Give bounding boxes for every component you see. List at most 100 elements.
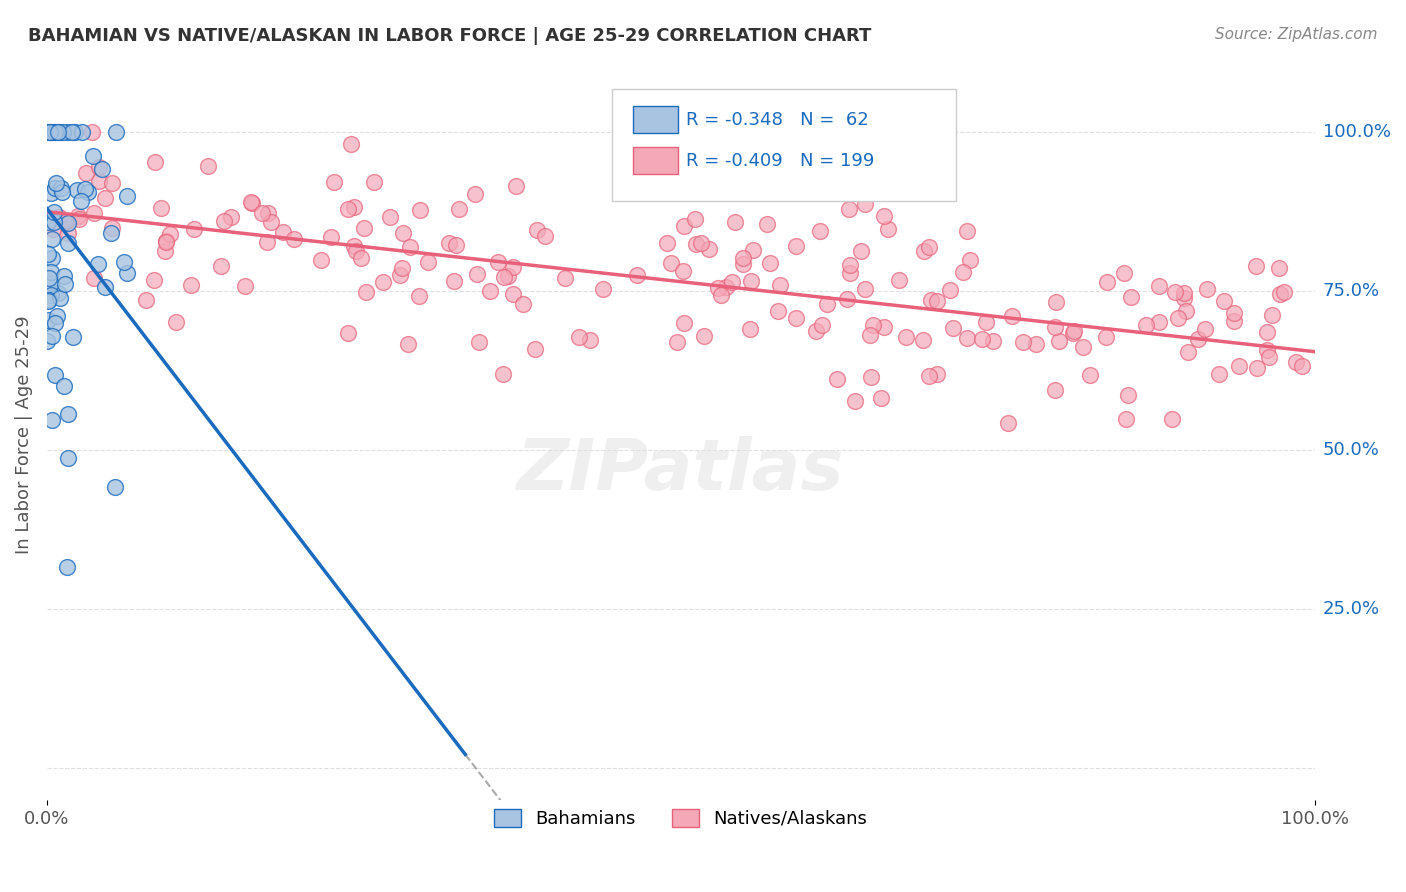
Point [380, 211, 402, 225]
Point [449, 202, 471, 216]
Point [911, 333, 934, 347]
Point [592, 282, 614, 296]
Point [912, 244, 935, 259]
Point [1212, 294, 1234, 309]
Point [83, 205, 105, 219]
Point [391, 261, 413, 276]
Point [918, 239, 941, 253]
Point [46, 125, 69, 139]
Point [197, 159, 219, 173]
Point [344, 244, 367, 259]
Point [112, 255, 135, 269]
Point [685, 237, 707, 252]
Point [952, 265, 974, 279]
Point [1043, 384, 1066, 398]
Point [41, 288, 63, 302]
Point [104, 125, 127, 139]
Point [887, 273, 910, 287]
Point [159, 227, 181, 242]
Point [804, 324, 827, 338]
Point [60, 125, 83, 139]
Point [733, 252, 755, 266]
Point [1164, 285, 1187, 300]
Point [972, 332, 994, 346]
Text: 50.0%: 50.0% [1323, 442, 1379, 459]
Text: 100.0%: 100.0% [1323, 123, 1391, 141]
Point [1062, 326, 1084, 340]
Point [155, 235, 177, 249]
Point [1121, 290, 1143, 304]
Point [256, 235, 278, 250]
Point [707, 281, 730, 295]
Point [82, 125, 104, 139]
Point [844, 393, 866, 408]
Point [769, 278, 792, 293]
Point [714, 279, 737, 293]
Point [389, 268, 412, 282]
Point [1115, 412, 1137, 426]
Point [371, 276, 394, 290]
Point [697, 242, 720, 256]
Text: ZIPatlas: ZIPatlas [517, 436, 845, 506]
Point [363, 175, 385, 189]
Point [87, 174, 110, 188]
Point [180, 278, 202, 293]
Text: BAHAMIAN VS NATIVE/ALASKAN IN LABOR FORCE | AGE 25-29 CORRELATION CHART: BAHAMIAN VS NATIVE/ALASKAN IN LABOR FORC… [28, 27, 872, 45]
Point [408, 289, 430, 303]
Text: R = -0.348   N =  62: R = -0.348 N = 62 [686, 111, 869, 128]
Point [66, 209, 89, 223]
Point [76, 185, 98, 199]
Point [731, 257, 754, 271]
Point [1071, 340, 1094, 354]
Point [56, 451, 79, 466]
Point [1047, 334, 1070, 348]
Point [724, 215, 747, 229]
Point [44, 316, 66, 330]
Point [343, 239, 366, 253]
Point [1222, 306, 1244, 320]
Point [150, 201, 173, 215]
Point [48, 210, 70, 224]
Point [49, 181, 72, 195]
Point [55, 215, 77, 229]
Point [52, 379, 75, 393]
Point [41, 231, 63, 245]
Point [785, 239, 807, 253]
Y-axis label: In Labor Force | Age 25-29: In Labor Force | Age 25-29 [15, 315, 32, 554]
Point [486, 255, 509, 269]
Point [219, 210, 242, 224]
Point [768, 304, 790, 318]
Point [465, 268, 488, 282]
Point [683, 211, 706, 226]
Point [920, 293, 942, 307]
Point [1118, 387, 1140, 401]
Point [1261, 308, 1284, 322]
Point [837, 202, 859, 217]
Point [981, 334, 1004, 348]
Point [62, 330, 84, 344]
Point [1177, 344, 1199, 359]
Point [738, 322, 761, 336]
Point [309, 253, 332, 268]
Point [491, 368, 513, 382]
Point [38, 293, 60, 307]
Point [956, 224, 979, 238]
Point [1012, 334, 1035, 349]
Point [336, 202, 359, 217]
Point [37, 125, 59, 139]
Point [1257, 350, 1279, 364]
Point [44, 181, 66, 195]
Point [41, 413, 63, 427]
Point [808, 224, 831, 238]
Point [1175, 304, 1198, 318]
Point [39, 125, 62, 139]
Point [44, 125, 66, 139]
Point [939, 283, 962, 297]
Point [849, 244, 872, 258]
Point [659, 256, 682, 270]
Point [155, 235, 177, 249]
Point [1147, 279, 1170, 293]
Point [853, 282, 876, 296]
Point [825, 372, 848, 386]
Point [101, 220, 124, 235]
